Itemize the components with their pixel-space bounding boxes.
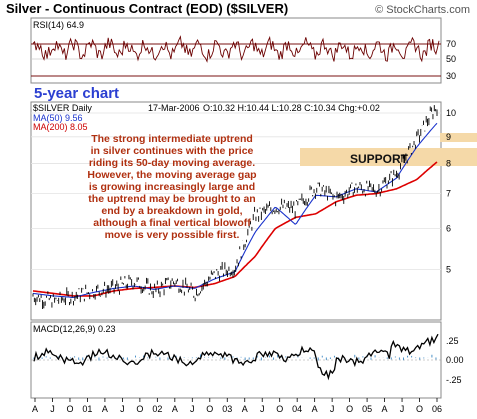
macd-label: MACD(12,26,9) 0.23 bbox=[33, 324, 116, 334]
rsi-tick-50: 50 bbox=[446, 54, 456, 64]
x-tick-label: O bbox=[206, 404, 213, 414]
price-y-tick: 9 bbox=[446, 132, 451, 142]
x-tick-label: J bbox=[330, 404, 335, 414]
rsi-panel bbox=[30, 17, 442, 84]
price-y-tick: 5 bbox=[446, 265, 451, 275]
x-tick-label: A bbox=[312, 404, 318, 414]
price-y-tick: 8 bbox=[446, 158, 451, 168]
price-y-tick: 7 bbox=[446, 189, 451, 199]
x-tick-label: J bbox=[400, 404, 405, 414]
support-band bbox=[310, 148, 477, 166]
support-band-left bbox=[300, 148, 340, 166]
rsi-tick-70: 70 bbox=[446, 39, 456, 49]
annotation-line: although a final vertical blowoff bbox=[93, 217, 251, 229]
annotation-line: the uptrend may be brought to an bbox=[88, 193, 255, 205]
x-tick-label: O bbox=[416, 404, 423, 414]
price-y-axis: 10 9 8 7 6 5 bbox=[446, 108, 456, 275]
x-tick-label: A bbox=[172, 404, 178, 414]
macd-tick-neg025: -.25 bbox=[446, 375, 462, 385]
x-tick-label: O bbox=[136, 404, 143, 414]
price-y-tick: 6 bbox=[446, 223, 451, 233]
x-tick-label: A bbox=[242, 404, 248, 414]
x-tick-label: 06 bbox=[432, 404, 442, 414]
price-panel bbox=[30, 101, 442, 321]
ma200-label: MA(200) 8.05 bbox=[33, 122, 88, 132]
x-tick-label: 04 bbox=[292, 404, 302, 414]
date-label: 17-Mar-2006 bbox=[148, 103, 200, 113]
x-tick-label: A bbox=[382, 404, 388, 414]
x-tick-label: J bbox=[120, 404, 125, 414]
x-tick-label: O bbox=[66, 404, 73, 414]
ma50-line bbox=[32, 122, 438, 298]
ohlc-label: O:10.32 H:10.44 L:10.28 C:10.34 Chg:+0.0… bbox=[203, 103, 380, 113]
macd-tick-000: 0.00 bbox=[446, 355, 464, 365]
x-axis: A J O 01 A J O 02 A J O 03 A J O 04 A J O 05 A J O 06 bbox=[32, 398, 442, 414]
copyright-text: © StockCharts.com bbox=[375, 4, 470, 16]
rsi-series-line bbox=[32, 35, 440, 63]
x-tick-label: 02 bbox=[152, 404, 162, 414]
price-series bbox=[32, 105, 438, 310]
support-label: SUPPORT bbox=[350, 152, 409, 166]
macd-tick-025: .25 bbox=[446, 336, 459, 346]
x-tick-label: 03 bbox=[222, 404, 232, 414]
five-year-note: 5-year chart bbox=[34, 85, 119, 102]
x-tick-label: A bbox=[32, 404, 38, 414]
annotation-line: in silver continues with the price bbox=[91, 145, 254, 157]
chart-title: Silver - Continuous Contract (EOD) ($SIL… bbox=[6, 1, 288, 16]
upper-band bbox=[440, 133, 477, 142]
x-tick-label: 05 bbox=[362, 404, 372, 414]
x-tick-label: O bbox=[276, 404, 283, 414]
price-y-tick: 10 bbox=[446, 108, 456, 118]
x-tick-label: 01 bbox=[82, 404, 92, 414]
macd-series-line bbox=[33, 333, 439, 381]
annotation-line: However, the moving average gap bbox=[87, 169, 256, 181]
ma50-label: MA(50) 9.56 bbox=[33, 113, 83, 123]
macd-histogram bbox=[33, 354, 437, 361]
annotation-line: move is very possible first. bbox=[105, 229, 240, 241]
annotation-line: The strong intermediate uptrend bbox=[91, 133, 253, 145]
symbol-label: $SILVER Daily bbox=[33, 103, 92, 113]
ma200-line bbox=[32, 161, 438, 297]
x-tick-label: J bbox=[190, 404, 195, 414]
x-tick-label: J bbox=[50, 404, 55, 414]
rsi-tick-30: 30 bbox=[446, 71, 456, 81]
x-tick-label: O bbox=[346, 404, 353, 414]
x-tick-label: J bbox=[260, 404, 265, 414]
annotation-line: end by a breakdown in gold, bbox=[101, 205, 242, 217]
annotation-line: riding its 50-day moving average. bbox=[89, 157, 255, 169]
annotation-line: is growing increasingly large and bbox=[89, 181, 255, 193]
x-tick-label: A bbox=[102, 404, 108, 414]
rsi-label: RSI(14) 64.9 bbox=[33, 20, 84, 30]
